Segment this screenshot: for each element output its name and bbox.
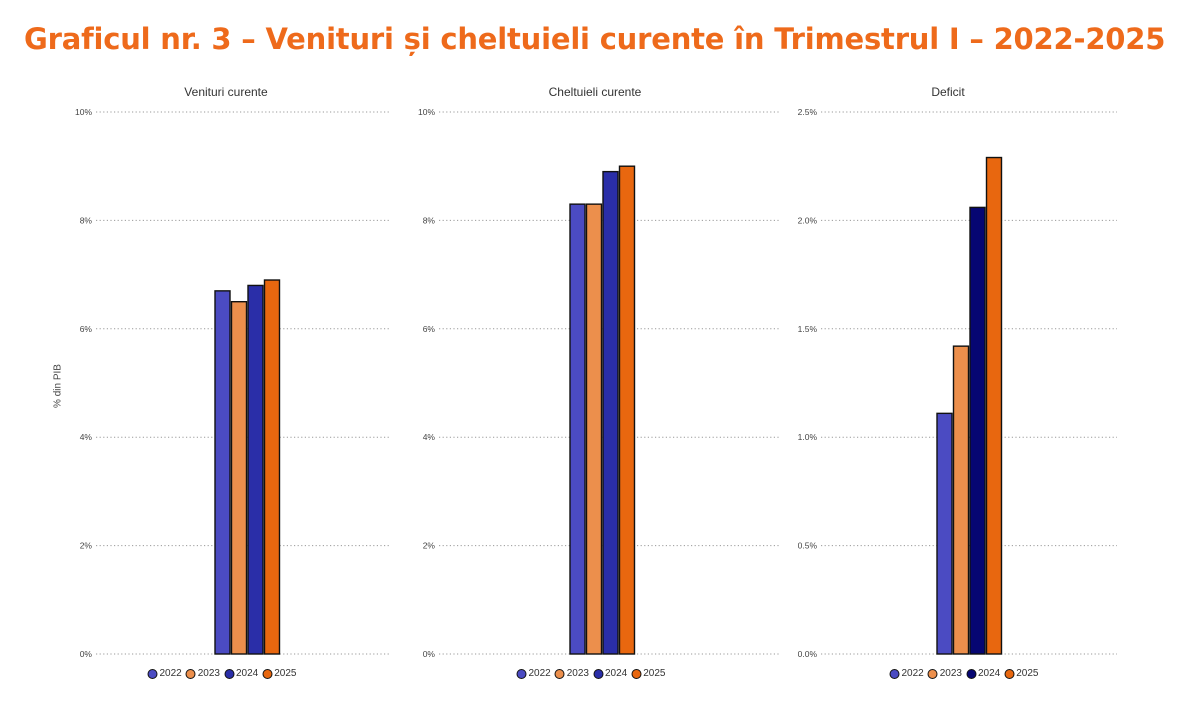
legend-label: 2025	[643, 668, 666, 679]
legend-label: 2025	[274, 668, 297, 679]
legend-item-2024: 2024	[224, 668, 258, 679]
legend-item-2023: 2023	[554, 668, 589, 679]
bar-2023	[585, 203, 603, 655]
chart-svg: 0.0% 0.5% 1.0% 1.5% 2.0% 2.5%	[798, 107, 1117, 659]
y-tick-label: 2.5%	[798, 107, 818, 117]
legend-item-2022: 2022	[147, 668, 182, 679]
legend: 2022 2023 2024 2025	[516, 668, 670, 679]
y-tick-label: 4%	[80, 432, 93, 442]
legend-label: 2022	[528, 668, 551, 679]
chart-title: Cheltuieli curente	[548, 85, 642, 99]
chart-panel-2: Cheltuieli curente 0% 2% 4% 6% 8% 10% 2022 2023 2…	[400, 80, 785, 700]
bar-2022	[569, 203, 586, 655]
legend-swatch	[554, 668, 565, 679]
y-tick-label: 1.5%	[798, 324, 818, 334]
legend-swatch	[631, 668, 642, 679]
legend-item-2023: 2023	[185, 668, 220, 679]
y-tick-label: 1.0%	[798, 432, 818, 442]
y-tick-label: 6%	[423, 324, 436, 334]
bar-2024	[602, 170, 619, 655]
y-tick-label: 2%	[80, 541, 93, 551]
y-tick-label: 10%	[418, 107, 435, 117]
chart-title: Deficit	[931, 85, 965, 99]
bar-2025	[263, 279, 281, 655]
legend-label: 2024	[236, 668, 259, 679]
y-tick-label: 10%	[75, 107, 92, 117]
y-tick-label: 0%	[80, 649, 93, 659]
legend-item-2024: 2024	[966, 668, 1000, 679]
y-tick-label: 2.0%	[798, 215, 818, 225]
legend-label: 2023	[566, 668, 589, 679]
y-tick-label: 0.5%	[798, 541, 818, 551]
chart-panel-1: Venituri curente% din PIB 0% 2% 4% 6% 8% 10% 20…	[0, 80, 400, 700]
bar-2022	[214, 290, 231, 655]
legend-label: 2022	[901, 668, 924, 679]
chart-svg: 0% 2% 4% 6% 8% 10%	[418, 107, 780, 659]
legend-swatch	[889, 668, 900, 679]
legend-swatch	[224, 668, 234, 679]
legend-item-2022: 2022	[516, 668, 551, 679]
legend-item-2022: 2022	[889, 668, 924, 679]
legend-label: 2024	[978, 668, 1001, 679]
legend-swatch	[593, 668, 603, 679]
legend-item-2025: 2025	[1004, 668, 1039, 679]
legend: 2022 2023 2024 2025	[889, 668, 1043, 679]
y-tick-label: 4%	[423, 432, 436, 442]
legend-label: 2025	[1016, 668, 1039, 679]
y-tick-label: 6%	[80, 324, 93, 334]
legend-label: 2024	[605, 668, 628, 679]
legend-swatch	[1004, 668, 1015, 679]
y-tick-label: 0%	[423, 649, 436, 659]
bar-2024	[247, 284, 264, 655]
bar-2024	[969, 206, 986, 655]
legend-label: 2023	[939, 668, 962, 679]
legend-swatch	[262, 668, 273, 679]
legend-swatch	[966, 668, 976, 679]
bar-2025	[618, 165, 636, 655]
chart-panel-3: Deficit 0.0% 0.5% 1.0% 1.5% 2.0% 2.5% 2022 2023 2…	[785, 80, 1199, 700]
legend-item-2025: 2025	[262, 668, 297, 679]
chart-svg: 0% 2% 4% 6% 8% 10%	[75, 107, 390, 659]
legend-item-2025: 2025	[631, 668, 666, 679]
legend-label: 2022	[159, 668, 182, 679]
y-tick-label: 8%	[80, 215, 93, 225]
bar-2023	[230, 300, 248, 655]
y-tick-label: 2%	[423, 541, 436, 551]
legend-swatch	[516, 668, 527, 679]
y-tick-label: 0.0%	[798, 649, 818, 659]
legend: 2022 2023 2024 2025	[147, 668, 301, 679]
bar-2023	[952, 345, 970, 655]
legend-swatch	[927, 668, 938, 679]
bar-2022	[936, 412, 953, 655]
legend-item-2024: 2024	[593, 668, 627, 679]
legend-swatch	[147, 668, 158, 679]
legend-swatch	[185, 668, 196, 679]
bar-2025	[985, 156, 1003, 655]
page-title: Graficul nr. 3 – Venituri și cheltuieli …	[24, 22, 1166, 56]
y-tick-label: 8%	[423, 215, 436, 225]
chart-title: Venituri curente	[184, 85, 268, 99]
legend-label: 2023	[197, 668, 220, 679]
legend-item-2023: 2023	[927, 668, 962, 679]
